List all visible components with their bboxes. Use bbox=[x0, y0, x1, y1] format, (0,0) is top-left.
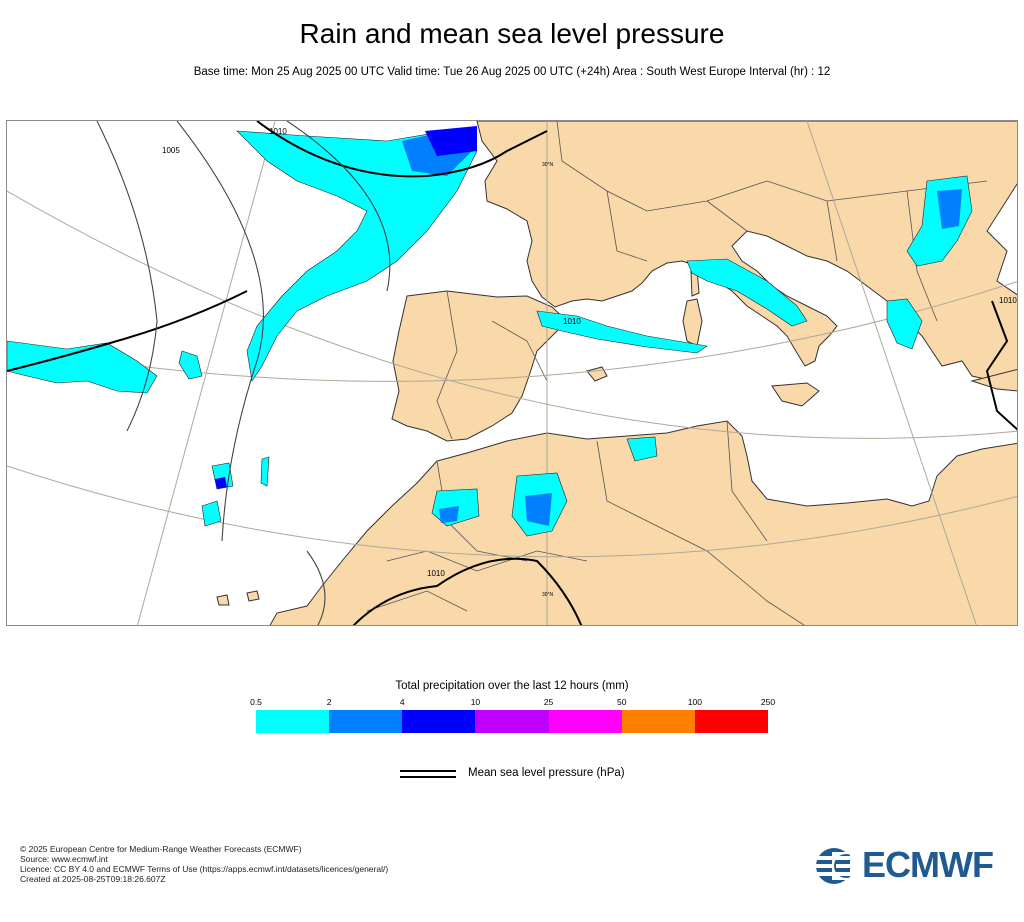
precip-tunisia bbox=[626, 436, 658, 462]
colorbar-segment bbox=[329, 710, 403, 733]
legend-tick: 50 bbox=[616, 697, 627, 707]
legend-title: Total precipitation over the last 12 hou… bbox=[395, 680, 629, 692]
precip-azores bbox=[201, 500, 222, 527]
footer-line: Created at 2025-08-25T09:18:26.607Z bbox=[20, 874, 166, 884]
logo-text: ECMWF bbox=[862, 844, 994, 885]
chart-subtitle: Base time: Mon 25 Aug 2025 00 UTC Valid … bbox=[193, 66, 831, 78]
footer-line: © 2025 European Centre for Medium-Range … bbox=[20, 844, 302, 854]
land-canary-2 bbox=[216, 594, 230, 606]
precipitation bbox=[7, 130, 973, 537]
precip-italy bbox=[686, 258, 808, 327]
colorbar-segment bbox=[475, 710, 549, 733]
land-iberia bbox=[391, 290, 568, 442]
legend-tick: 4 bbox=[399, 697, 405, 707]
precip-catalonia bbox=[536, 310, 708, 354]
colorbar-segment bbox=[621, 710, 695, 733]
legend-tick: 2 bbox=[326, 697, 332, 707]
map-panel[interactable]: 1010 1005 1010 1010 1010 30°N 30°N bbox=[6, 120, 1018, 626]
precip-small-1 bbox=[178, 350, 203, 380]
land-balearics bbox=[586, 366, 608, 382]
colorbar-segment bbox=[256, 710, 330, 733]
mslp-legend: Mean sea level pressure (hPa) bbox=[400, 766, 660, 784]
isobars-thin bbox=[96, 121, 391, 625]
ecmwf-logo-icon bbox=[812, 848, 858, 884]
isobar-label: 1010 bbox=[563, 317, 581, 326]
isobar-label: 1010 bbox=[269, 127, 287, 136]
isobar-africa-1 bbox=[352, 557, 583, 625]
grid-label: 30°N bbox=[542, 592, 554, 598]
land-europe bbox=[476, 121, 1017, 384]
colorbar-segment bbox=[548, 710, 622, 733]
land-canary-1 bbox=[246, 590, 260, 602]
ecmwf-logo[interactable]: ECMWF bbox=[812, 842, 1008, 888]
precip-greece bbox=[886, 298, 923, 350]
isobar-label: 1010 bbox=[999, 296, 1017, 305]
isobar-label: 1010 bbox=[427, 569, 445, 578]
isobars bbox=[7, 121, 1017, 625]
legend-tick: 0.5 bbox=[250, 697, 262, 707]
graticule bbox=[7, 121, 1017, 625]
mslp-legend-label: Mean sea level pressure (hPa) bbox=[468, 767, 625, 779]
legend-tick: 25 bbox=[543, 697, 554, 707]
land-sicily bbox=[771, 382, 820, 407]
isobar-north bbox=[256, 121, 548, 178]
legend-tick: 250 bbox=[760, 697, 776, 707]
isobar-label: 1005 bbox=[162, 146, 180, 155]
land-sardinia bbox=[682, 298, 703, 347]
chart-title: Rain and mean sea level pressure bbox=[299, 18, 725, 49]
footer-line: Licence: CC BY 4.0 and ECMWF Terms of Us… bbox=[20, 864, 389, 874]
footer-line: Source: www.ecmwf.int bbox=[20, 854, 108, 864]
legend-tick: 100 bbox=[687, 697, 702, 707]
isobar-label-group: 1010 1005 1010 1010 1010 30°N 30°N bbox=[162, 127, 1017, 598]
mslp-line-swatch bbox=[400, 770, 456, 778]
isobar-africa-2 bbox=[985, 300, 1017, 431]
legend-tick: 10 bbox=[470, 697, 481, 707]
precip-small-3 bbox=[260, 456, 270, 487]
precip-west bbox=[7, 340, 158, 394]
legend-ticks: 0.5 2 4 10 25 50 100 250 bbox=[250, 697, 775, 709]
footer-credits: © 2025 European Centre for Medium-Range … bbox=[20, 844, 388, 884]
colorbar-segment bbox=[402, 710, 476, 733]
colorbar-segment bbox=[694, 710, 768, 733]
land-areas bbox=[216, 121, 1017, 625]
precipitation-intense bbox=[215, 126, 477, 489]
precipitation-colorbar bbox=[256, 710, 768, 733]
land-turkey bbox=[970, 368, 1017, 392]
map-svg: 1010 1005 1010 1010 1010 30°N 30°N bbox=[7, 121, 1017, 625]
isobar-west bbox=[7, 290, 248, 372]
grid-label: 30°N bbox=[542, 162, 554, 168]
